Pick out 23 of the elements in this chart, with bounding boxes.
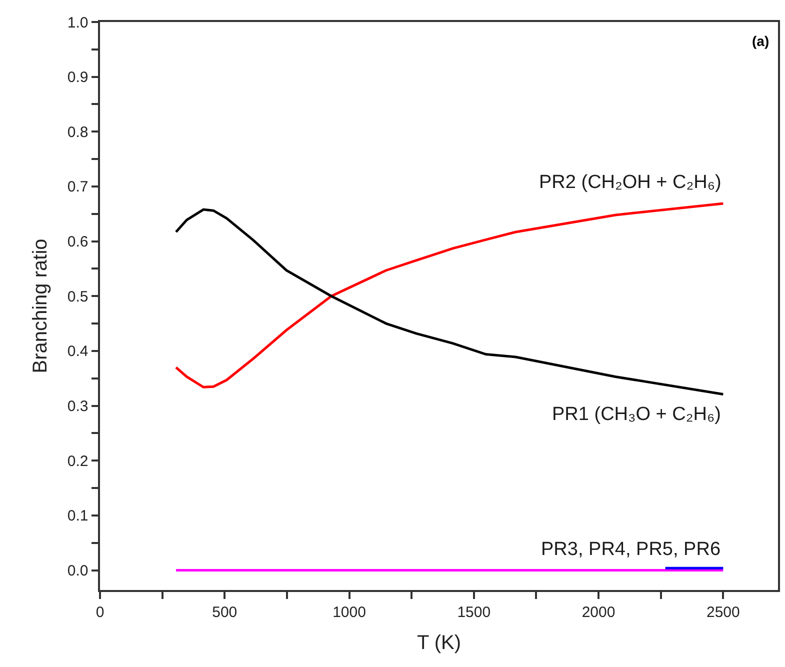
y-tick-label: 0.8: [67, 124, 88, 141]
series-label: PR2 (CH₂OH + C₂H₆): [539, 172, 722, 193]
y-tick-label: 0.1: [67, 508, 88, 525]
y-axis-title: Branching ratio: [29, 238, 52, 374]
x-tick-label: 1500: [457, 604, 491, 621]
x-tick-label: 2000: [582, 604, 616, 621]
y-tick-label: 0.5: [67, 288, 88, 306]
y-tick-label: 0.9: [67, 69, 88, 86]
series-label: PR3, PR4, PR5, PR6: [541, 539, 721, 560]
annotation: (a): [752, 33, 770, 49]
y-tick-label: 0.0: [67, 562, 88, 580]
y-tick-label: 1.0: [67, 14, 88, 32]
x-axis-title: T (K): [416, 632, 462, 654]
y-tick-label: 0.2: [67, 452, 88, 470]
x-tick-label: 0: [96, 604, 104, 621]
x-tick-label: 2500: [706, 604, 740, 621]
y-tick-label: 0.4: [67, 343, 88, 360]
x-tick-label: 1000: [332, 604, 366, 621]
y-tick-label: 0.7: [67, 178, 88, 196]
series-label: PR1 (CH₃O + C₂H₆): [552, 404, 721, 425]
y-tick-label: 0.3: [67, 398, 88, 416]
x-tick-label: 500: [212, 604, 238, 621]
y-tick-label: 0.6: [67, 234, 88, 251]
